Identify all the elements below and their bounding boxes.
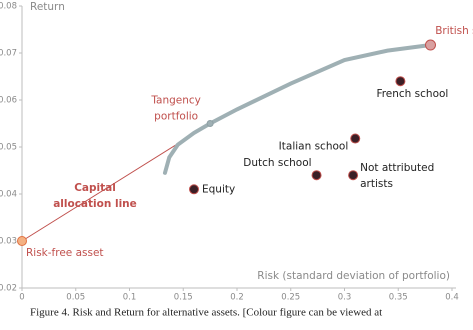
point-label: portfolio — [154, 111, 198, 123]
point — [348, 170, 359, 181]
point-label: British school — [435, 25, 473, 37]
x-tick-label: 0.2 — [230, 293, 244, 303]
y-tick-label: 0.08 — [0, 2, 17, 12]
y-tick-label: 0.02 — [0, 284, 17, 294]
x-tick-label: 0.05 — [66, 293, 85, 303]
point — [311, 170, 322, 181]
y-tick-label: 0.06 — [0, 96, 17, 106]
annotation: Capital — [74, 182, 116, 194]
point-label: Not attributed — [360, 162, 434, 174]
x-axis-title: Risk (standard deviation of portfolio) — [257, 270, 450, 282]
x-tick-label: 0.3 — [338, 293, 352, 303]
y-tick-label: 0.03 — [0, 237, 17, 247]
point-label: artists — [360, 178, 393, 190]
x-tick-label: 0.25 — [281, 293, 300, 303]
point — [17, 236, 27, 246]
x-tick-label: 0.1 — [123, 293, 137, 303]
annotation: allocation line — [53, 198, 137, 210]
efficient-frontier — [162, 43, 433, 175]
y-axis-title: Return — [30, 1, 65, 13]
x-tick-label: 0.4 — [445, 293, 459, 303]
point-label: Italian school — [279, 141, 349, 153]
x-tick-label: 0.35 — [389, 293, 408, 303]
point-label: Dutch school — [243, 157, 311, 169]
point — [189, 184, 199, 195]
y-tick-label: 0.07 — [0, 49, 17, 59]
caption: Figure 4. Risk and Return for alternativ… — [30, 307, 382, 319]
point-label: Risk-free asset — [26, 247, 104, 259]
x-tick-label: 0 — [19, 293, 24, 303]
y-tick-label: 0.05 — [0, 143, 17, 153]
point-label: French school — [376, 88, 448, 100]
point — [425, 39, 436, 51]
point — [395, 76, 406, 87]
y-tick-label: 0.04 — [0, 190, 17, 200]
point-label: Equity — [202, 183, 235, 195]
point-label: Tangency — [150, 95, 201, 107]
point — [206, 120, 214, 127]
point — [350, 133, 361, 144]
x-tick-label: 0.15 — [174, 293, 193, 303]
